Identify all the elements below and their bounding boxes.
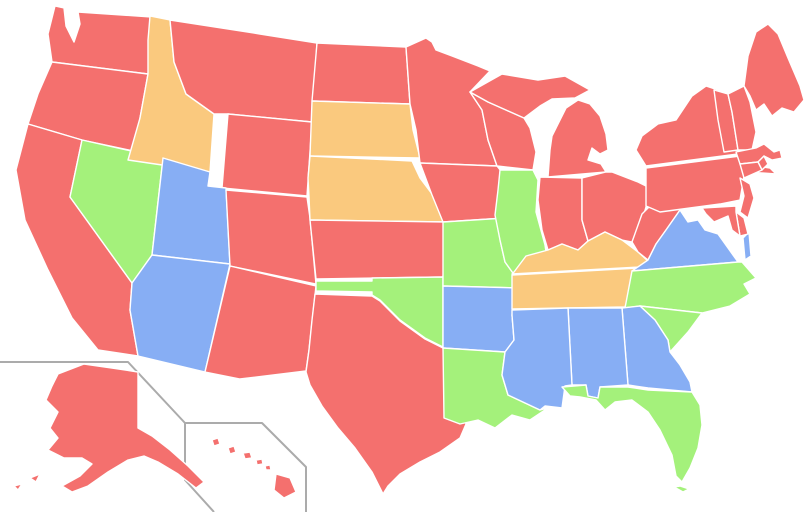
state-mississippi[interactable] xyxy=(501,307,573,411)
state-arkansas[interactable] xyxy=(442,285,521,353)
state-oklahoma[interactable] xyxy=(315,276,444,348)
state-kansas[interactable] xyxy=(309,219,448,280)
state-georgia[interactable] xyxy=(621,305,693,393)
state-connecticut[interactable] xyxy=(739,161,763,179)
state-florida[interactable] xyxy=(561,384,703,493)
state-alabama[interactable] xyxy=(567,307,629,399)
state-alaska[interactable] xyxy=(13,363,205,493)
state-maine[interactable] xyxy=(743,23,805,117)
state-arizona[interactable] xyxy=(129,254,231,373)
state-new-jersey[interactable] xyxy=(739,177,755,219)
state-texas[interactable] xyxy=(305,293,467,495)
state-north-dakota[interactable] xyxy=(311,42,411,105)
state-washington[interactable] xyxy=(47,5,153,75)
state-tennessee[interactable] xyxy=(511,267,641,310)
state-indiana[interactable] xyxy=(537,176,589,251)
state-south-dakota[interactable] xyxy=(309,100,421,159)
state-michigan[interactable] xyxy=(469,73,609,178)
state-hawaii[interactable] xyxy=(211,437,297,499)
state-wyoming[interactable] xyxy=(221,113,313,197)
state-north-carolina[interactable] xyxy=(624,261,757,314)
hawaii-inset-border xyxy=(185,422,307,512)
state-maryland[interactable] xyxy=(701,205,741,237)
state-utah[interactable] xyxy=(151,157,231,265)
